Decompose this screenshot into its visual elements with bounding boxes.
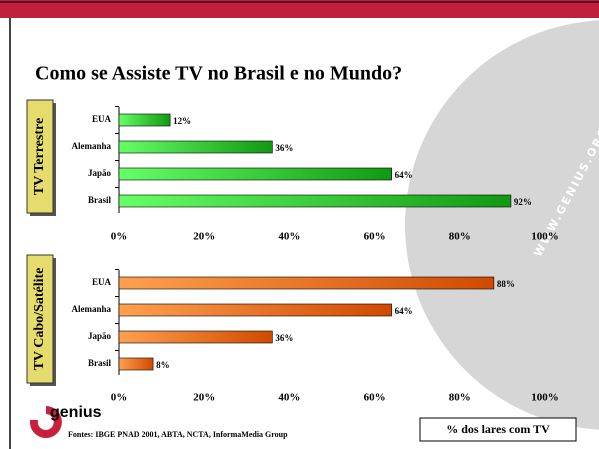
y-tick-label: Japão xyxy=(88,168,112,178)
legend-box xyxy=(419,417,577,442)
y-tick-label: Brasil xyxy=(88,358,112,368)
value-label: 92% xyxy=(514,197,532,207)
bar xyxy=(118,194,512,208)
y-tick-label: Brasil xyxy=(88,195,112,205)
y-tick-label: EUA xyxy=(92,114,112,124)
legend-box-text: % dos lares com TV xyxy=(446,422,550,436)
bar xyxy=(118,140,273,154)
x-tick-label: 60% xyxy=(364,231,386,243)
slide-title: Como se Assiste TV no Brasil e no Mundo? xyxy=(35,63,402,85)
bar xyxy=(118,357,154,371)
x-tick-label: 40% xyxy=(278,231,300,243)
x-tick-label: 100% xyxy=(531,231,559,243)
y-tick-label: Japão xyxy=(88,331,112,341)
x-tick-label: 80% xyxy=(449,231,471,243)
panel-label: TV Cabo/Satélite xyxy=(32,268,47,371)
x-tick-label: 0% xyxy=(111,392,128,404)
logo: genius xyxy=(50,404,102,421)
bar xyxy=(118,113,171,127)
value-label: 12% xyxy=(173,116,191,126)
value-label: 88% xyxy=(497,279,515,289)
x-tick-label: 20% xyxy=(193,392,215,404)
y-tick-label: EUA xyxy=(92,277,112,287)
x-tick-label: 80% xyxy=(449,392,471,404)
x-tick-label: 20% xyxy=(193,231,215,243)
value-label: 36% xyxy=(275,143,293,153)
panel-label-box xyxy=(26,254,54,384)
watermark-circle xyxy=(405,20,599,430)
logo-mark xyxy=(29,406,62,438)
value-label: 36% xyxy=(275,333,293,343)
value-label: 64% xyxy=(395,306,413,316)
top-band xyxy=(0,0,599,18)
x-tick-label: 0% xyxy=(111,231,128,243)
panel-label-box xyxy=(26,99,54,214)
bar xyxy=(118,303,392,317)
source: Fontes: IBGE PNAD 2001, ABTA, NCTA, Info… xyxy=(68,430,288,439)
x-tick-label: 100% xyxy=(531,392,559,404)
value-label: 8% xyxy=(156,360,170,370)
x-tick-label: 40% xyxy=(278,392,300,404)
value-label: 64% xyxy=(395,170,413,180)
y-tick-label: Alemanha xyxy=(71,304,111,314)
bar xyxy=(118,276,495,290)
bar xyxy=(118,167,392,181)
panel-label: TV Terrestre xyxy=(32,118,47,195)
x-tick-label: 60% xyxy=(364,392,386,404)
y-tick-label: Alemanha xyxy=(71,141,111,151)
bar xyxy=(118,330,273,344)
